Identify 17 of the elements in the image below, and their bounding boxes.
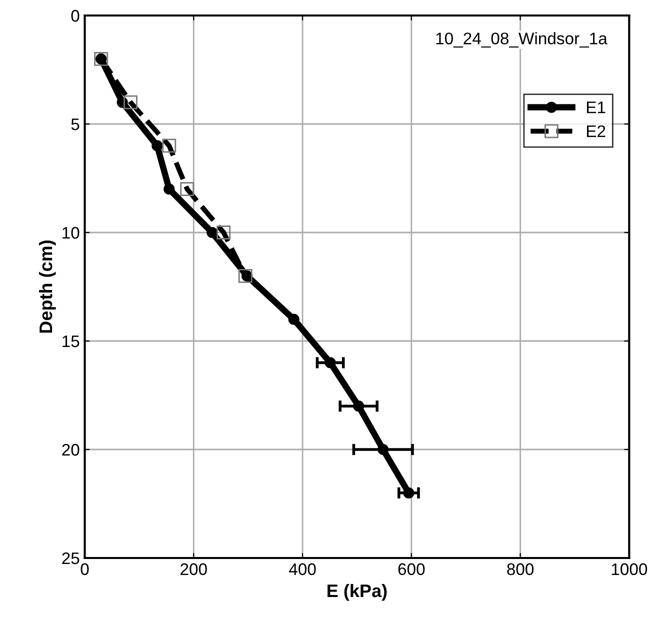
- y-tick-label: 10: [62, 226, 80, 239]
- y-axis-title: Depth (cm): [38, 240, 56, 333]
- x-tick-label: 1000: [612, 563, 648, 576]
- y-tick-label: 5: [71, 118, 80, 130]
- x-tick-label: 800: [507, 563, 534, 576]
- y-tick-label: 25: [62, 552, 80, 564]
- y-tick-label: 0: [71, 10, 80, 22]
- x-tick-label: 200: [180, 563, 207, 576]
- x-axis-title: E (kPa): [328, 584, 387, 601]
- y-tick-label: 20: [62, 444, 80, 456]
- y-tick-label: 15: [62, 336, 80, 348]
- legend-label: E2: [586, 125, 606, 137]
- annotation: 10_24_08_Windsor_1a: [436, 32, 608, 48]
- x-tick-label: 400: [289, 563, 316, 576]
- x-tick-label: 0: [80, 563, 89, 576]
- x-tick-label: 600: [398, 563, 425, 576]
- legend-label: E1: [586, 102, 606, 114]
